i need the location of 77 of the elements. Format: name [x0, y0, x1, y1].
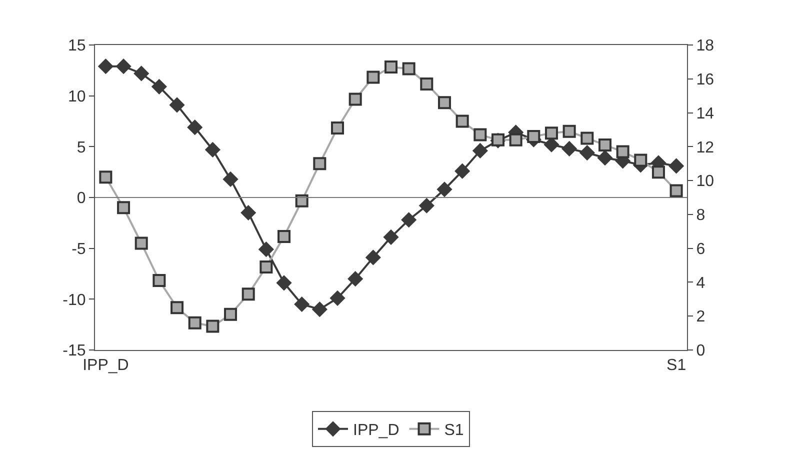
y-tick-label: 10 — [68, 88, 86, 106]
point — [295, 194, 308, 208]
y2-tick-label: 16 — [696, 71, 714, 88]
point — [222, 171, 238, 187]
point — [260, 260, 273, 274]
point — [152, 274, 166, 288]
point — [313, 157, 326, 170]
point — [134, 236, 148, 250]
point — [312, 302, 328, 318]
point — [418, 198, 434, 214]
point — [580, 132, 594, 145]
point — [544, 126, 558, 140]
y2-tick-label: 6 — [696, 240, 706, 258]
point — [597, 150, 613, 166]
point — [151, 78, 167, 94]
y-tick-label: -5 — [72, 240, 86, 258]
y2-tick-label: 2 — [696, 308, 706, 326]
point — [384, 60, 398, 74]
y-tick-label: 5 — [76, 139, 86, 156]
point — [258, 242, 274, 258]
y2-tick-label: 12 — [696, 139, 714, 156]
point — [99, 170, 112, 184]
point — [348, 92, 362, 106]
point — [276, 275, 292, 291]
point — [170, 301, 184, 314]
point — [365, 250, 381, 266]
point — [98, 58, 114, 74]
point — [598, 138, 612, 152]
point — [116, 58, 132, 74]
point — [634, 154, 648, 167]
point — [420, 77, 434, 90]
legend-label: S1 — [444, 422, 464, 440]
y2-tick-label: 14 — [696, 105, 714, 122]
y-tick-label: 15 — [68, 38, 86, 55]
point — [454, 163, 470, 179]
y-tick-label: 0 — [76, 190, 86, 208]
point — [616, 145, 630, 158]
point — [562, 140, 578, 156]
point — [331, 122, 344, 135]
y-tick-label: -10 — [62, 292, 86, 309]
point — [224, 308, 238, 321]
point — [436, 182, 452, 198]
point — [366, 70, 380, 84]
point — [240, 204, 256, 221]
point — [278, 230, 291, 243]
y2-tick-label: 4 — [696, 274, 706, 292]
point — [456, 114, 469, 128]
point — [527, 130, 540, 143]
point — [402, 62, 416, 76]
point — [474, 128, 487, 142]
point — [401, 212, 417, 228]
point — [438, 96, 451, 110]
y-tick-label: -15 — [62, 342, 86, 360]
point — [383, 229, 399, 245]
point — [134, 66, 150, 82]
legend-label: IPP_D — [353, 422, 400, 440]
point — [562, 124, 576, 138]
point — [187, 120, 203, 136]
point — [348, 271, 364, 287]
point — [670, 184, 683, 198]
point — [169, 97, 185, 113]
point — [668, 158, 684, 174]
point — [579, 144, 595, 161]
point — [652, 166, 665, 179]
point — [204, 142, 220, 158]
point — [206, 320, 220, 333]
point — [330, 290, 346, 306]
point — [509, 133, 522, 146]
y2-tick-label: 10 — [696, 173, 714, 190]
y2-tick-label: 0 — [696, 342, 706, 360]
point — [117, 201, 130, 214]
point — [188, 316, 202, 330]
point — [472, 142, 488, 159]
point — [242, 288, 255, 301]
point — [294, 296, 310, 312]
y2-tick-label: 8 — [696, 207, 706, 224]
y2-tick-label: 18 — [696, 38, 714, 55]
